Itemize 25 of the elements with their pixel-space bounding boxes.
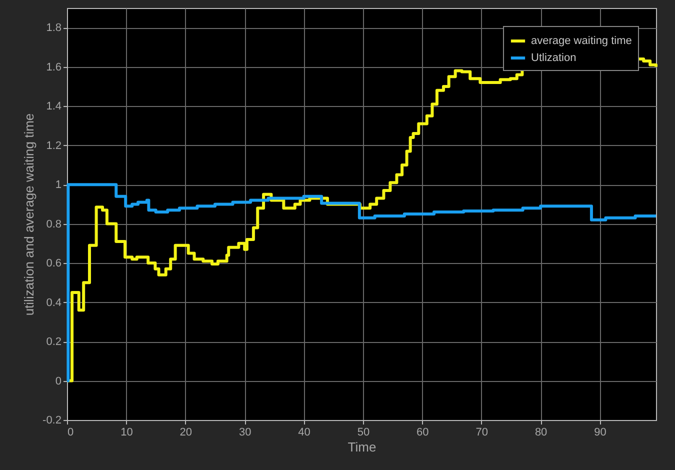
y-tick-label: 0.8 <box>46 218 62 230</box>
y-axis-title: utilization and average waiting time <box>22 113 37 316</box>
y-tick-label: 1 <box>55 179 62 192</box>
legend-label: average waiting time <box>531 35 632 47</box>
x-tick-label: 60 <box>416 426 429 438</box>
y-tick-label: 0.6 <box>46 258 62 270</box>
x-tick-label: 10 <box>120 426 133 438</box>
y-tick-label: 0 <box>55 375 62 388</box>
x-tick-label: 20 <box>180 426 192 438</box>
y-tick-label: 1.8 <box>46 22 62 34</box>
y-tick-label: -0.2 <box>42 414 62 426</box>
x-tick-label: 70 <box>476 426 488 438</box>
y-tick-label: 0.4 <box>46 296 62 309</box>
x-tick-label: 50 <box>357 426 370 438</box>
x-tick-label: 90 <box>594 426 606 438</box>
legend-label: Utlization <box>531 52 576 64</box>
y-tick-label: 1.4 <box>46 100 62 113</box>
y-tick-label: 0.2 <box>46 336 62 348</box>
x-axis-title: Time <box>348 440 376 454</box>
x-tick-label: 30 <box>238 426 252 438</box>
x-tick-label: 80 <box>534 426 548 438</box>
x-tick-label: 0 <box>68 426 74 438</box>
y-tick-label: 1.2 <box>46 140 62 152</box>
x-tick-label: 40 <box>298 426 310 438</box>
y-tick-label: 1.6 <box>46 61 62 74</box>
